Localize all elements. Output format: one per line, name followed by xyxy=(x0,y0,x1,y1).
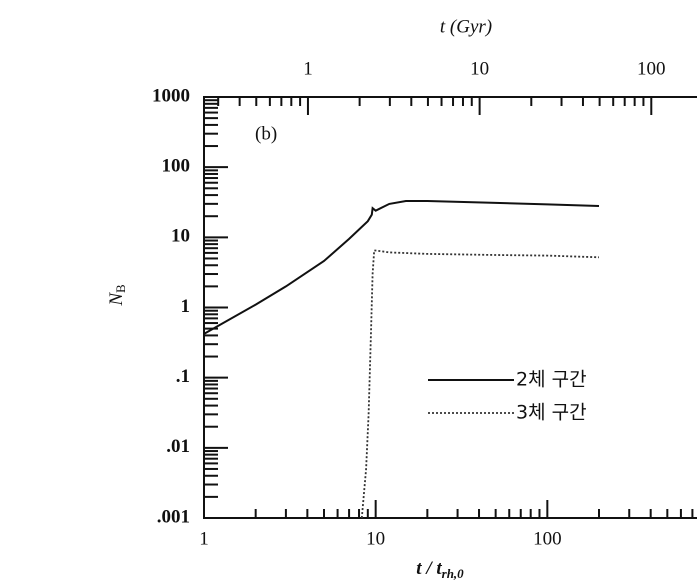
legend-label: 3체 구간 xyxy=(516,402,587,424)
y-tick-label: .1 xyxy=(176,366,190,387)
y-label-sub: B xyxy=(113,284,128,293)
y-tick-label: 1000 xyxy=(152,85,190,106)
x-label-main: t / t xyxy=(416,558,442,579)
x2-tick-label: 10 xyxy=(470,58,489,79)
x2-tick-label: 100 xyxy=(637,58,666,79)
x-tick-label: 1 xyxy=(199,528,209,549)
x-tick-label: 10 xyxy=(366,528,385,549)
y-tick-label: .01 xyxy=(166,436,190,457)
x2-tick-label: 1 xyxy=(303,58,313,79)
y-label-main: N xyxy=(106,292,127,307)
panel-label: (b) xyxy=(255,123,277,144)
y-tick-label: 100 xyxy=(162,156,191,177)
series-line xyxy=(203,200,600,335)
series-line xyxy=(360,249,600,519)
y-tick-label: 1 xyxy=(181,296,191,317)
legend-label: 2체 구간 xyxy=(516,369,587,391)
y-tick-label: .001 xyxy=(157,506,190,527)
x-axis-label: t / trh,0 xyxy=(416,558,464,581)
plot-frame xyxy=(203,96,697,519)
x-tick-label: 100 xyxy=(533,528,562,549)
y-tick-label: 10 xyxy=(171,226,190,247)
x-label-sub: rh,0 xyxy=(442,566,465,581)
top-axis-label: t (Gyr) xyxy=(440,16,492,37)
y-axis-label: NB xyxy=(106,284,128,307)
